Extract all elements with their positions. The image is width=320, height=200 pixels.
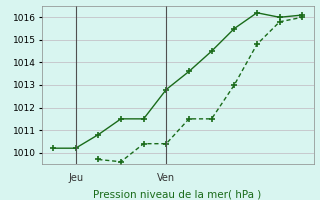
- Text: Jeu: Jeu: [68, 173, 83, 183]
- Text: Pression niveau de la mer( hPa ): Pression niveau de la mer( hPa ): [93, 189, 262, 199]
- Text: Ven: Ven: [157, 173, 175, 183]
